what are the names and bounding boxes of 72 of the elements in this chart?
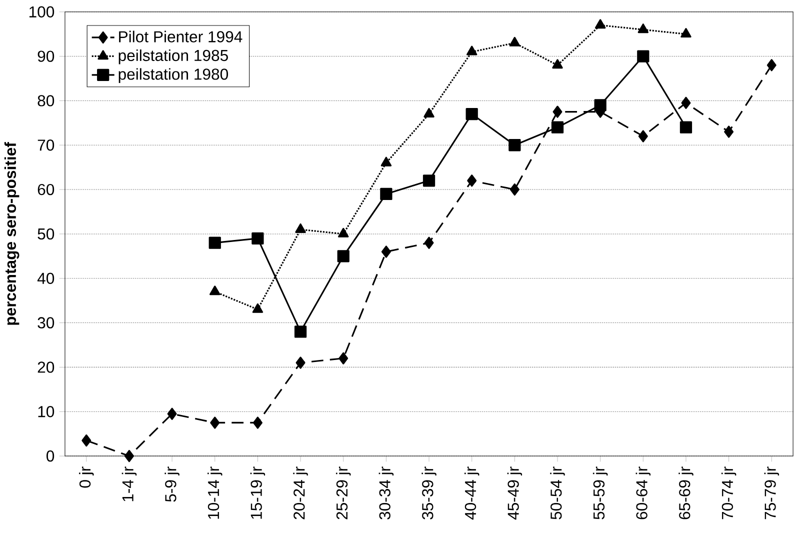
point — [510, 183, 520, 196]
y-tick-label: 30 — [38, 317, 54, 328]
point — [252, 416, 262, 429]
legend-label: Pilot Pienter 1994 — [119, 30, 242, 42]
y-tick-label: 60 — [38, 184, 54, 196]
point — [466, 46, 478, 56]
legend-label: peilstation 1980 — [118, 68, 228, 83]
x-tick-label: 5-9 jr — [164, 466, 180, 502]
point — [638, 130, 648, 142]
point — [338, 352, 348, 364]
x-tick-label: 30-34 jr — [378, 466, 394, 520]
point — [252, 232, 264, 244]
point — [252, 303, 264, 313]
point — [208, 236, 221, 249]
y-tick-label: 0 — [46, 450, 54, 462]
point — [681, 96, 691, 109]
y-tick-label: 100 — [29, 6, 54, 18]
point — [381, 246, 391, 258]
point — [210, 416, 220, 429]
x-tick-label: 10-14 jr — [208, 466, 222, 519]
x-tick-label: 40-44 jr — [464, 466, 480, 520]
point — [467, 174, 477, 187]
x-tick-label: 15-19 jr — [250, 466, 266, 519]
point — [638, 24, 649, 34]
point — [295, 223, 306, 233]
x-tick-label: 75-79 jr — [764, 466, 780, 520]
y-tick-label: 80 — [38, 95, 54, 106]
point — [680, 121, 692, 134]
point — [637, 50, 650, 62]
x-tick-label: 50-54 jr — [550, 466, 565, 520]
point — [466, 108, 478, 120]
point — [338, 228, 349, 238]
point — [82, 434, 92, 447]
point — [424, 236, 434, 249]
point — [422, 174, 436, 187]
point — [296, 356, 306, 369]
x-tick-label: 20-24 jr — [293, 466, 308, 520]
x-tick-label: 1-4 jr — [122, 466, 137, 502]
point — [724, 126, 734, 138]
y-tick-label: 20 — [38, 362, 54, 373]
x-tick-label: 45-49 jr — [507, 466, 522, 520]
x-tick-label: 70-74 jr — [721, 466, 736, 520]
y-tick-label: 90 — [38, 50, 54, 62]
legend-label: peilstation 1985 — [118, 49, 228, 64]
point — [124, 450, 134, 462]
point — [380, 156, 392, 166]
x-tick-label: 55-59 jr — [592, 466, 608, 520]
point — [552, 106, 562, 118]
y-tick-label: 40 — [37, 272, 54, 284]
y-tick-label: 70 — [38, 139, 54, 151]
point — [680, 28, 692, 38]
point — [294, 326, 307, 338]
point — [552, 59, 563, 69]
point — [509, 36, 520, 46]
x-tick-label: 65-69 jr — [678, 466, 694, 520]
x-tick-label: 25-29 jr — [336, 466, 351, 520]
point — [594, 99, 606, 112]
point — [594, 19, 606, 29]
point — [210, 286, 220, 296]
x-tick-label: 35-39 jr — [422, 466, 436, 520]
point — [766, 59, 776, 72]
x-tick-label: 0 jr — [79, 466, 94, 488]
y-tick-label: 50 — [38, 228, 54, 240]
y-tick-label: 10 — [38, 406, 54, 418]
point — [424, 108, 434, 118]
y-axis-title: percentage sero-positief — [4, 142, 20, 325]
point — [551, 121, 564, 134]
point — [508, 139, 521, 152]
point — [337, 250, 350, 262]
point — [380, 188, 392, 200]
x-tick-label: 60-64 jr — [636, 466, 651, 520]
point — [167, 408, 177, 420]
